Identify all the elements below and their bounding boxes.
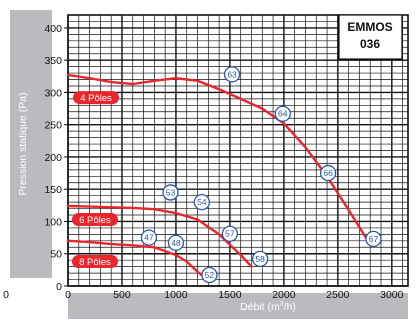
plot-frame <box>67 14 409 287</box>
x-axis-label: Débit (m3/h) <box>240 301 296 313</box>
series-label-pill <box>73 91 120 105</box>
marker-circle <box>162 184 179 201</box>
x-tick-label: 2500 <box>326 289 350 301</box>
y-tick-label: 400 <box>44 23 62 35</box>
marker-label: 52 <box>205 270 215 280</box>
curve-series-1 <box>66 73 368 239</box>
marker-circle <box>251 250 269 268</box>
marker-label: 47 <box>144 233 154 243</box>
y-tick-label: 0 <box>56 281 62 293</box>
ylabel-band <box>10 10 52 278</box>
x-tick-label: 3000 <box>380 289 404 301</box>
series-labels: 4 Pôles 6 Pôles 8 Pôles <box>71 91 120 268</box>
marker-label: 67 <box>369 234 379 244</box>
x-tick-label: 0 <box>65 289 71 301</box>
series-label-pill <box>71 254 118 268</box>
outside-zero-tick: 0 <box>3 289 9 301</box>
series-label: 6 Pôles <box>79 215 111 226</box>
marker-circle <box>140 229 158 246</box>
y-tick-labels: 0 50 100 150 200 250 300 350 400 <box>44 23 68 293</box>
marker-circle <box>365 230 382 248</box>
y-tick-label: 250 <box>44 120 62 132</box>
curve-series-3 <box>66 239 206 279</box>
marker-circle <box>193 193 210 211</box>
series-label: 8 Pôles <box>79 257 111 268</box>
marker-circle <box>319 164 337 182</box>
marker-circle <box>223 66 241 83</box>
y-tick-label: 100 <box>44 216 62 228</box>
y-tick-label: 50 <box>50 249 62 261</box>
marker-label: 58 <box>255 254 265 264</box>
model-name: EMMOS <box>347 20 392 34</box>
marker-label: 64 <box>278 109 288 119</box>
marker-label: 54 <box>197 197 207 207</box>
x-tick-label: 1000 <box>164 289 188 301</box>
y-tick-label: 150 <box>44 184 62 196</box>
x-tick-label: 1500 <box>218 289 242 301</box>
marker-label: 66 <box>323 168 333 178</box>
marker-circle <box>201 266 218 284</box>
model-number: 036 <box>360 37 380 51</box>
marker-label: 53 <box>166 187 176 197</box>
y-tick-label: 200 <box>44 152 62 164</box>
marker-circle <box>274 105 291 122</box>
marker-label: 57 <box>225 229 235 239</box>
x-tick-labels: 0 500 1000 1500 2000 2500 3000 <box>65 289 404 301</box>
xlabel-band <box>68 293 408 319</box>
series-label: 4 Pôles <box>80 93 112 104</box>
efficiency-markers: 63 64 66 67 53 54 57 58 47 48 52 <box>140 66 382 284</box>
curve-series-2 <box>66 204 253 268</box>
marker-circle <box>167 234 185 251</box>
x-tick-label: 2000 <box>272 289 296 301</box>
curves <box>66 73 368 279</box>
x-tick-label: 500 <box>113 289 131 301</box>
model-box: EMMOS 036 <box>338 14 403 60</box>
y-tick-label: 300 <box>44 87 62 99</box>
y-tick-label: 350 <box>44 55 62 67</box>
series-label-pill <box>71 213 118 227</box>
y-axis-label: Pression statique (Pa) <box>17 92 29 195</box>
marker-circle <box>221 225 239 242</box>
marker-label: 48 <box>171 238 181 248</box>
marker-label: 63 <box>227 69 237 79</box>
